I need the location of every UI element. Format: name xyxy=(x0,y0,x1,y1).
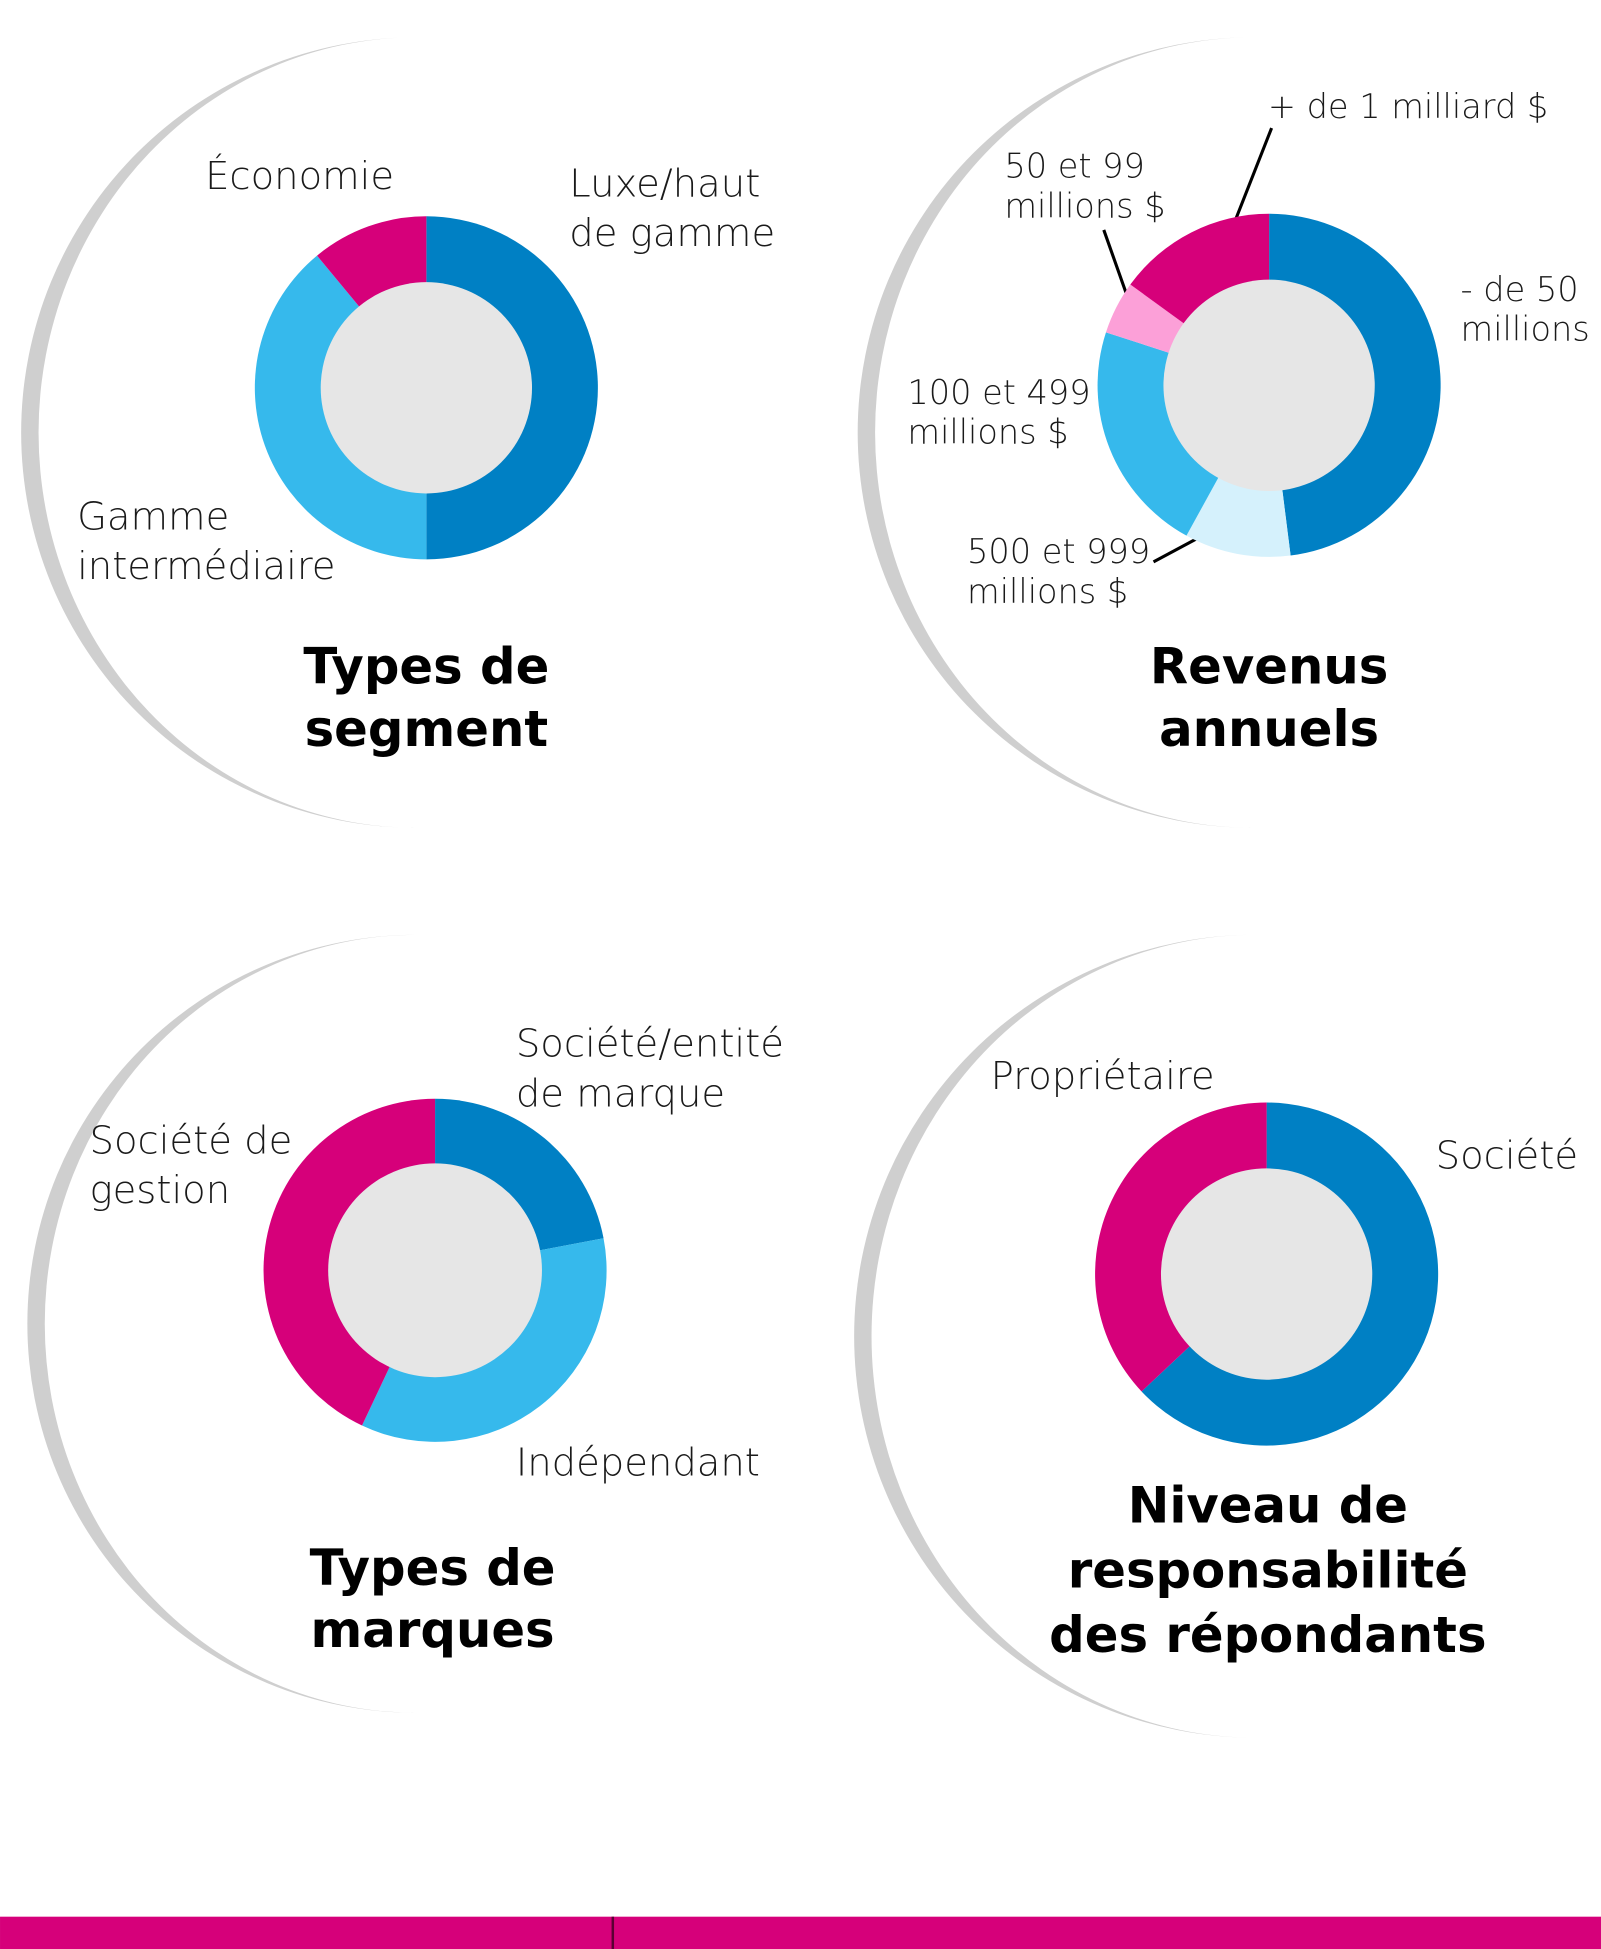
segment-label: Société de gestion xyxy=(90,1118,293,1213)
segment-label: Gamme intermédiaire xyxy=(77,495,335,590)
segment-label: Société/entité de marque xyxy=(516,1022,784,1117)
segment-label: + de 1 milliard $ xyxy=(1268,87,1548,126)
donut-hole xyxy=(328,1163,542,1378)
segment-label: 100 et 499 millions $ xyxy=(907,373,1090,452)
segment-label: 50 et 99 millions $ xyxy=(1004,147,1165,226)
donut-hole xyxy=(320,282,533,494)
donut-hole xyxy=(1163,279,1375,491)
footer-bar xyxy=(0,1916,1601,1949)
chart-title: Revenus annuels xyxy=(1150,638,1388,758)
chart-title: Types de marques xyxy=(310,1539,556,1659)
segment-label: Luxe/haut de gamme xyxy=(569,161,775,256)
chart-title: Types de segment xyxy=(303,638,549,758)
segment-label: 500 et 999 millions $ xyxy=(967,532,1150,611)
segment-label: Société xyxy=(1436,1133,1578,1178)
chart-title: Niveau de responsabilité des répondants xyxy=(1049,1477,1486,1664)
segment-label: Indépendant xyxy=(516,1440,760,1485)
donut-hole xyxy=(1160,1168,1373,1380)
segment-label: Propriétaire xyxy=(991,1054,1215,1099)
segment-label: Économie xyxy=(205,152,394,199)
